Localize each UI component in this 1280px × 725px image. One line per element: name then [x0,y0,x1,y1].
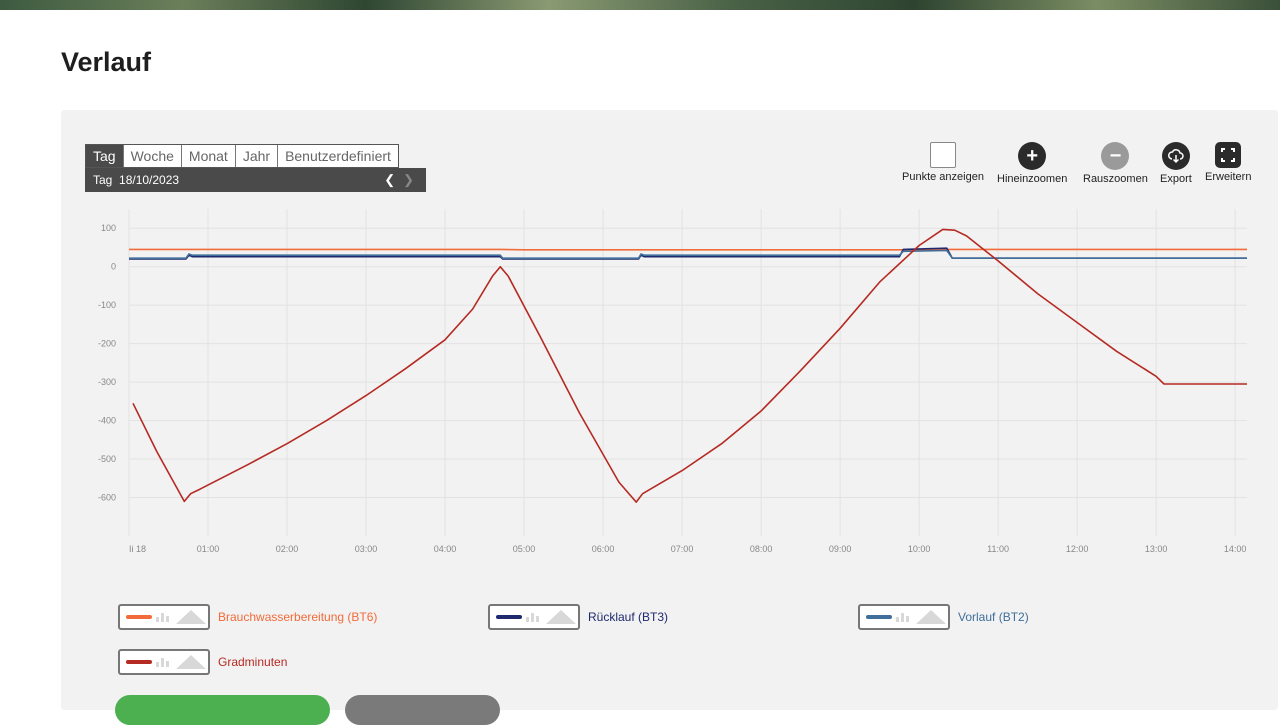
x-tick-label: Ii 18 [129,544,146,554]
zoom-out-button[interactable]: − Rauszoomen [1083,142,1148,185]
y-tick-label: -100 [98,300,116,310]
y-tick-label: 100 [101,223,116,233]
legend-toggle-bt2[interactable] [858,604,950,630]
header-image [0,0,1280,10]
y-tick-label: -400 [98,416,116,426]
legend-item-gm[interactable]: Gradminuten [118,649,287,675]
x-tick-label: 13:00 [1145,544,1168,554]
y-tick-label: -200 [98,339,116,349]
zoom-in-button[interactable]: + Hineinzoomen [997,142,1067,185]
chart-svg[interactable]: 100 0 -100 -200 -300 -400 -500 -600 Ii 18 01:00 02… [61,200,1278,560]
expand-button[interactable]: Erweitern [1205,142,1251,183]
tab-week[interactable]: Woche [123,145,181,167]
x-tick-label: 14:00 [1224,544,1247,554]
legend-item-bt3[interactable]: Rücklauf (BT3) [488,604,668,630]
area-chart-icon [176,655,206,669]
y-tick-label: -500 [98,454,116,464]
series-line-gradminuten [133,229,1247,502]
cloud-download-icon[interactable] [1162,142,1190,170]
export-button[interactable]: Export [1160,142,1192,185]
line-icon [866,615,892,619]
zoom-in-label: Hineinzoomen [997,173,1067,185]
expand-label: Erweitern [1205,171,1251,183]
line-icon [126,660,152,664]
minus-icon[interactable]: − [1101,142,1129,170]
date-navigator: Tag 18/10/2023 ❮ ❯ [85,168,426,192]
checkbox-icon[interactable] [930,142,956,168]
y-tick-label: 0 [111,262,116,272]
x-tick-label: 10:00 [908,544,931,554]
export-label: Export [1160,173,1192,185]
history-chart[interactable]: 100 0 -100 -200 -300 -400 -500 -600 Ii 18 01:00 02… [61,200,1278,560]
x-tick-label: 05:00 [513,544,536,554]
line-icon [496,615,522,619]
x-tick-label: 09:00 [829,544,852,554]
y-tick-label: -600 [98,493,116,503]
show-points-toggle[interactable]: Punkte anzeigen [902,142,984,183]
x-tick-label: 08:00 [750,544,773,554]
y-tick-label: -300 [98,377,116,387]
page-title: Verlauf [61,47,151,78]
legend-toggle-gm[interactable] [118,649,210,675]
chevron-left-icon[interactable]: ❮ [384,172,395,187]
legend-label-bt3: Rücklauf (BT3) [588,610,668,624]
area-chart-icon [176,610,206,624]
expand-icon[interactable] [1215,142,1241,168]
x-tick-label: 12:00 [1066,544,1089,554]
plus-icon[interactable]: + [1018,142,1046,170]
tab-month[interactable]: Monat [181,145,235,167]
x-tick-label: 03:00 [355,544,378,554]
tab-year[interactable]: Jahr [235,145,277,167]
x-tick-label: 06:00 [592,544,615,554]
chevron-right-icon: ❯ [403,172,414,187]
legend-item-bt6[interactable]: Brauchwasserbereitung (BT6) [118,604,377,630]
period-tabs: Tag Woche Monat Jahr Benutzerdefiniert [85,144,399,168]
x-tick-label: 11:00 [987,544,1009,554]
x-tick-label: 07:00 [671,544,694,554]
legend-item-bt2[interactable]: Vorlauf (BT2) [858,604,1029,630]
legend-toggle-bt6[interactable] [118,604,210,630]
x-tick-label: 01:00 [197,544,220,554]
x-tick-label: 04:00 [434,544,457,554]
tab-custom[interactable]: Benutzerdefiniert [277,145,398,167]
zoom-out-label: Rauszoomen [1083,173,1148,185]
current-date: Tag 18/10/2023 [93,173,179,187]
legend-toggle-bt3[interactable] [488,604,580,630]
show-points-label: Punkte anzeigen [902,171,984,183]
legend-label-bt2: Vorlauf (BT2) [958,610,1029,624]
x-tick-label: 02:00 [276,544,299,554]
area-chart-icon [916,610,946,624]
tab-day[interactable]: Tag [86,145,123,167]
line-icon [126,615,152,619]
legend-label-gm: Gradminuten [218,655,287,669]
legend-label-bt6: Brauchwasserbereitung (BT6) [218,610,377,624]
area-chart-icon [546,610,576,624]
